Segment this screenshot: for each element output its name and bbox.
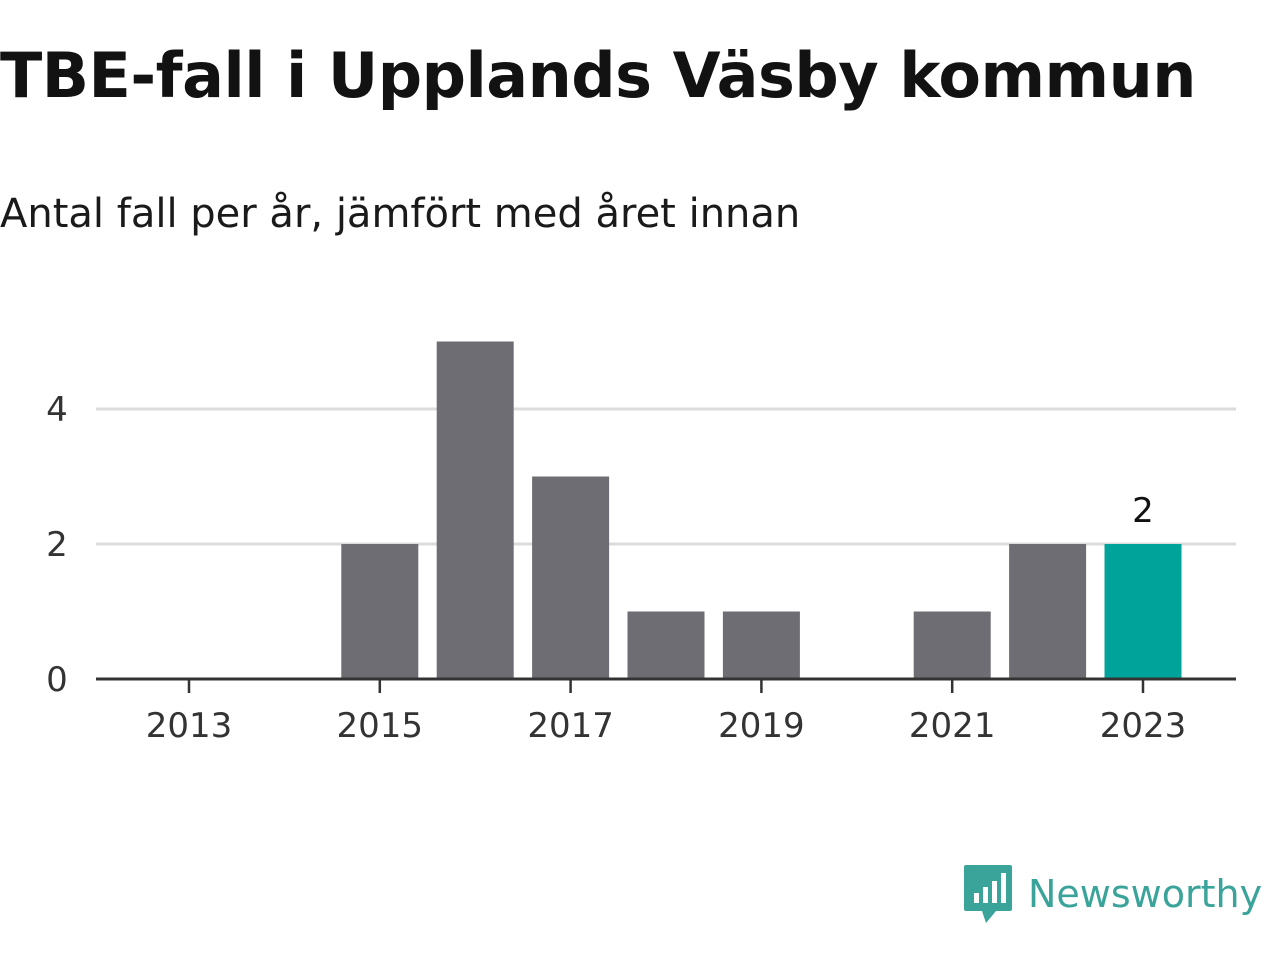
- chart-title: TBE-fall i Upplands Väsby kommun: [0, 39, 1196, 112]
- bar-2015: [341, 544, 419, 679]
- data-label-2023: 2: [1132, 491, 1154, 531]
- y-tick-label: 2: [46, 525, 68, 565]
- grid-lines: [96, 407, 1236, 546]
- chart-subtitle: Antal fall per år, jämfört med året inna…: [0, 191, 801, 237]
- x-tick-label: 2013: [146, 706, 233, 746]
- bar-2018: [627, 611, 705, 679]
- x-tick-label: 2021: [909, 706, 996, 746]
- bar-2023: [1104, 544, 1182, 679]
- newsworthy-logo-icon: [964, 865, 1012, 923]
- x-tick-label: 2019: [718, 706, 805, 746]
- bar-2021: [913, 611, 991, 679]
- y-tick-label: 4: [46, 390, 68, 430]
- bar-2016: [436, 341, 514, 679]
- bar-2022: [1009, 544, 1087, 679]
- brand-name: Newsworthy: [1028, 872, 1263, 916]
- labels: 0 2 4 2013 2015 2017 2019 2021 2023 2: [46, 390, 1186, 746]
- bar-2017: [532, 476, 610, 679]
- axes: [96, 677, 1236, 693]
- bar-2019: [722, 611, 800, 679]
- x-tick-label: 2017: [527, 706, 614, 746]
- x-tick-label: 2023: [1100, 706, 1187, 746]
- x-tick-label: 2015: [337, 706, 424, 746]
- y-tick-label: 0: [46, 660, 68, 700]
- brand-logo: Newsworthy: [962, 862, 1262, 926]
- bars: [341, 341, 1182, 679]
